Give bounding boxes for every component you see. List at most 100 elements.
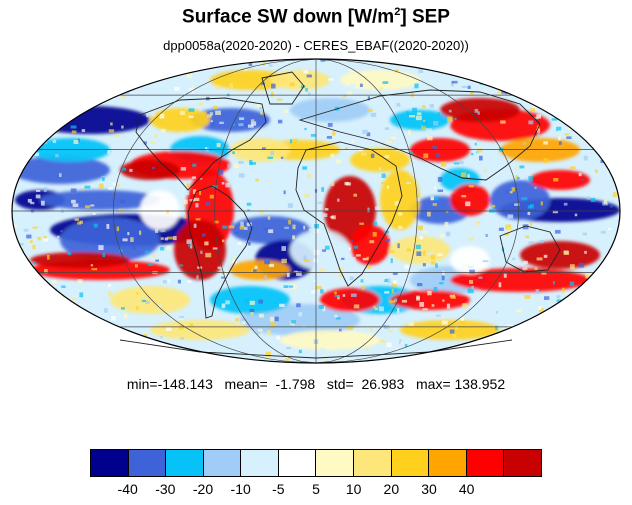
noise-pixel	[387, 278, 391, 284]
noise-pixel	[433, 333, 437, 337]
noise-pixel	[468, 265, 474, 269]
noise-pixel	[406, 248, 412, 252]
noise-pixel	[254, 265, 258, 269]
noise-pixel	[276, 98, 283, 101]
noise-pixel	[395, 347, 399, 351]
noise-pixel	[281, 246, 286, 251]
noise-pixel	[179, 315, 184, 319]
noise-pixel	[468, 237, 474, 241]
colorbar-label: 20	[383, 481, 400, 497]
noise-pixel	[583, 300, 589, 305]
noise-pixel	[164, 359, 171, 363]
noise-pixel	[246, 202, 252, 206]
noise-pixel	[152, 73, 156, 79]
noise-pixel	[441, 357, 447, 362]
noise-pixel	[44, 268, 48, 274]
noise-pixel	[74, 218, 80, 221]
noise-pixel	[530, 108, 535, 112]
anomaly-patch	[350, 225, 390, 265]
noise-pixel	[239, 226, 245, 230]
noise-pixel	[212, 185, 218, 189]
noise-pixel	[347, 325, 353, 331]
noise-pixel	[199, 177, 203, 180]
noise-pixel	[238, 101, 245, 105]
noise-pixel	[292, 224, 296, 230]
noise-pixel	[43, 235, 47, 239]
noise-pixel	[154, 134, 158, 139]
noise-pixel	[595, 326, 602, 332]
noise-pixel	[475, 221, 481, 225]
noise-pixel	[411, 92, 414, 98]
anomaly-patch	[230, 138, 290, 162]
noise-pixel	[351, 239, 354, 243]
noise-pixel	[485, 344, 490, 348]
noise-pixel	[408, 322, 414, 327]
noise-pixel	[539, 240, 544, 243]
noise-pixel	[595, 314, 601, 319]
map-title: Surface SW down [W/m2] SEP	[0, 6, 632, 28]
noise-pixel	[167, 258, 172, 262]
noise-pixel	[365, 348, 369, 351]
noise-pixel	[70, 188, 77, 193]
noise-pixel	[397, 308, 400, 313]
noise-pixel	[127, 232, 130, 236]
noise-pixel	[513, 341, 516, 346]
noise-pixel	[264, 275, 267, 280]
noise-pixel	[399, 339, 402, 345]
noise-pixel	[317, 201, 323, 204]
noise-pixel	[483, 168, 487, 172]
noise-pixel	[367, 96, 371, 101]
noise-pixel	[189, 323, 194, 328]
noise-pixel	[536, 114, 542, 119]
noise-pixel	[320, 289, 324, 294]
title-tail: ] SEP	[400, 6, 450, 28]
colorbar-cell-3	[203, 450, 242, 476]
noise-pixel	[108, 291, 113, 296]
noise-pixel	[13, 147, 18, 150]
noise-pixel	[386, 342, 392, 348]
noise-pixel	[215, 110, 221, 115]
noise-pixel	[81, 129, 86, 133]
meridian-line	[214, 58, 317, 364]
noise-pixel	[511, 187, 515, 192]
noise-pixel	[322, 249, 326, 252]
colorbar	[90, 449, 542, 477]
noise-pixel	[279, 303, 285, 307]
noise-pixel	[485, 234, 488, 238]
noise-pixel	[314, 249, 320, 255]
noise-pixel	[232, 151, 235, 155]
noise-pixel	[388, 250, 395, 254]
noise-pixel	[477, 148, 483, 153]
noise-pixel	[566, 318, 572, 322]
noise-pixel	[581, 178, 584, 181]
noise-pixel	[337, 198, 340, 202]
noise-pixel	[250, 311, 254, 316]
noise-pixel	[268, 64, 273, 67]
noise-pixel	[557, 346, 562, 351]
noise-pixel	[89, 82, 96, 87]
noise-pixel	[141, 299, 147, 303]
noise-pixel	[342, 94, 347, 97]
noise-pixel	[390, 258, 393, 264]
noise-pixel	[444, 221, 449, 227]
noise-pixel	[502, 335, 506, 338]
noise-pixel	[29, 314, 32, 318]
noise-pixel	[201, 111, 207, 116]
noise-pixel	[567, 125, 571, 131]
noise-pixel	[313, 258, 318, 263]
noise-pixel	[468, 184, 474, 188]
noise-pixel	[435, 153, 440, 157]
noise-pixel	[602, 105, 607, 110]
noise-pixel	[512, 257, 516, 261]
noise-pixel	[522, 224, 529, 230]
noise-pixel	[320, 59, 326, 62]
noise-pixel	[359, 83, 363, 87]
noise-pixel	[391, 231, 396, 236]
noise-pixel	[484, 59, 491, 62]
noise-pixel	[404, 264, 409, 269]
noise-pixel	[123, 91, 129, 95]
noise-pixel	[536, 85, 540, 88]
noise-pixel	[398, 212, 403, 216]
noise-pixel	[45, 97, 48, 101]
noise-pixel	[578, 172, 582, 177]
